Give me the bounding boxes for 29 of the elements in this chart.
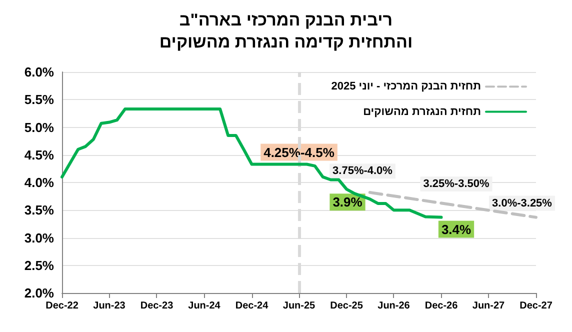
x-tick-label: Jun-26 — [378, 300, 410, 312]
x-tick-label: Dec-26 — [424, 300, 458, 312]
y-tick-label: 2.0% — [24, 286, 54, 300]
x-tick-label: Dec-24 — [235, 300, 269, 312]
y-tick-label: 3.0% — [24, 230, 54, 246]
x-tick-label: Dec-22 — [46, 300, 79, 312]
x-tick-label: Jun-25 — [282, 300, 316, 312]
y-tick-label: 6.0% — [24, 64, 54, 80]
x-tick-label: Jun-23 — [93, 300, 126, 312]
annotation: 3.25%-3.50% — [423, 178, 490, 190]
annotation: 3.75%-4.0% — [332, 165, 393, 178]
x-tick-label: Dec-27 — [520, 300, 553, 312]
y-tick-label: 5.5% — [24, 92, 54, 108]
chart-title: ריבית הבנק המרכזי בארה"ב והתחזית קדימה הנגזרת מהשוקים — [159, 10, 413, 52]
x-tick-label: Jun-24 — [188, 300, 221, 312]
y-tick-label: 2.5% — [24, 258, 54, 273]
annotation: 4.25%-4.5% — [264, 144, 335, 160]
x-tick-label: Jun-27 — [472, 300, 506, 312]
annotation: 3.4% — [441, 222, 472, 237]
legend-label: תחזית הנגזרת מהשוקים — [363, 106, 482, 118]
y-tick-label: 4.0% — [24, 175, 54, 190]
x-tick-label: Dec-23 — [140, 300, 174, 312]
y-tick-label: 4.5% — [24, 147, 54, 162]
y-tick-label: 5.0% — [24, 120, 54, 135]
legend-label: תחזית הבנק המרכזי - יוני 2025 — [331, 80, 482, 93]
annotation: 3.0%-3.25% — [492, 197, 552, 210]
annotation: 3.9% — [332, 194, 363, 210]
x-tick-label: Dec-25 — [330, 300, 364, 312]
y-tick-label: 3.5% — [24, 202, 54, 218]
